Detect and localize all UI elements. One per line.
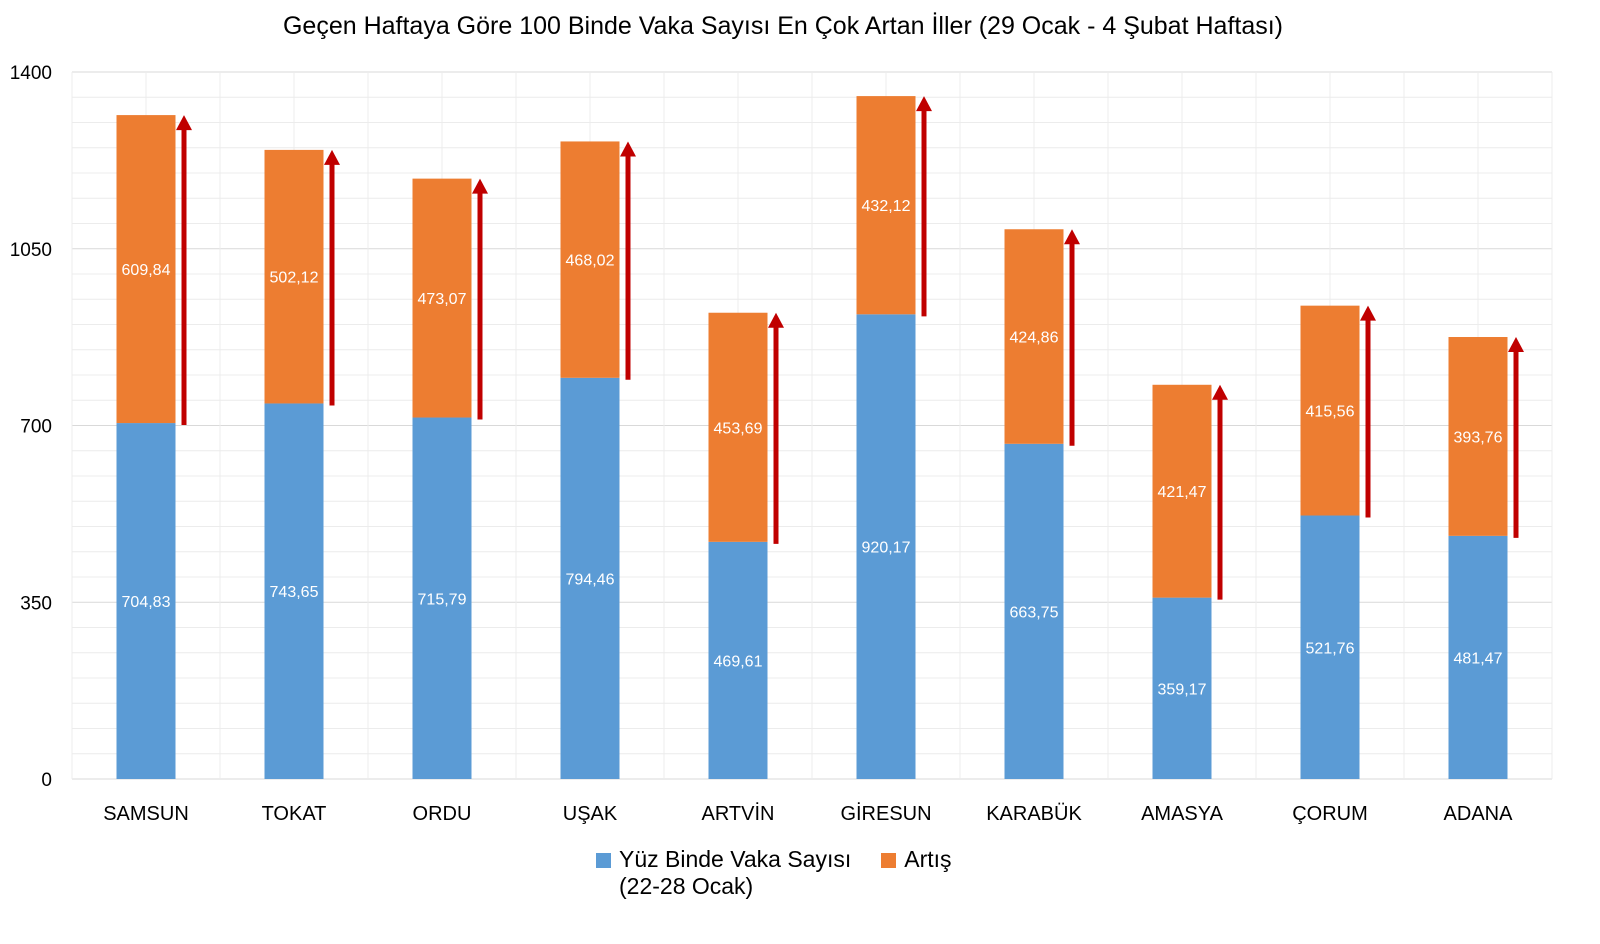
y-tick-label: 350 xyxy=(20,593,52,614)
bar-base-6 xyxy=(1004,443,1064,779)
bar-increase-6 xyxy=(1004,229,1064,444)
increase-arrow-head-icon xyxy=(324,149,340,165)
legend-item-increase: Artış xyxy=(881,846,952,900)
data-label-base: 715,79 xyxy=(418,591,467,608)
x-tick-label: ÇORUM xyxy=(1292,803,1368,825)
legend-item-base: Yüz Binde Vaka Sayısı (22-28 Ocak) xyxy=(596,846,851,900)
x-tick-label: ARTVİN xyxy=(702,802,775,825)
legend: Yüz Binde Vaka Sayısı (22-28 Ocak) Artış xyxy=(596,846,952,900)
x-tick-label: GİRESUN xyxy=(840,802,931,825)
data-label-increase: 468,02 xyxy=(566,253,615,270)
legend-swatch-blue xyxy=(596,853,611,868)
x-tick-label: ADANA xyxy=(1444,803,1514,825)
bar-base-0 xyxy=(116,423,176,779)
x-tick-label: UŞAK xyxy=(563,803,618,825)
data-label-increase: 502,12 xyxy=(270,270,319,287)
bar-base-3 xyxy=(560,377,620,779)
increase-arrow-head-icon xyxy=(620,141,636,157)
increase-arrow-head-icon xyxy=(472,178,488,194)
bar-increase-1 xyxy=(264,149,324,404)
data-label-increase: 609,84 xyxy=(122,262,171,279)
bar-base-2 xyxy=(412,417,472,779)
x-tick-label: TOKAT xyxy=(262,803,327,825)
bar-increase-8 xyxy=(1300,305,1360,516)
increase-arrow-head-icon xyxy=(768,312,784,328)
data-label-base: 521,76 xyxy=(1306,640,1355,657)
data-label-base: 359,17 xyxy=(1158,681,1207,698)
data-label-base: 469,61 xyxy=(714,653,763,670)
bar-base-7 xyxy=(1152,597,1212,779)
data-label-base: 920,17 xyxy=(862,540,911,557)
legend-label-base: Yüz Binde Vaka Sayısı xyxy=(619,846,852,872)
y-tick-label: 1050 xyxy=(10,240,52,261)
data-label-increase: 415,56 xyxy=(1306,404,1355,421)
data-label-increase: 421,47 xyxy=(1158,484,1207,501)
y-tick-label: 0 xyxy=(41,770,52,791)
data-label-base: 743,65 xyxy=(270,584,319,601)
bar-base-5 xyxy=(856,314,916,779)
y-tick-label: 700 xyxy=(20,417,52,438)
x-tick-label: AMASYA xyxy=(1141,803,1224,825)
increase-arrow-head-icon xyxy=(1360,305,1376,321)
increase-arrow-head-icon xyxy=(1064,229,1080,245)
x-tick-label: ORDU xyxy=(413,803,472,825)
bar-increase-5 xyxy=(856,96,916,315)
data-label-increase: 393,76 xyxy=(1454,429,1503,446)
data-label-increase: 432,12 xyxy=(862,198,911,215)
increase-arrow-head-icon xyxy=(1508,337,1524,353)
bar-increase-4 xyxy=(708,312,768,542)
bar-increase-2 xyxy=(412,178,472,418)
x-tick-label: KARABÜK xyxy=(986,803,1082,825)
data-label-base: 481,47 xyxy=(1454,650,1503,667)
bar-increase-0 xyxy=(116,115,176,424)
bar-base-8 xyxy=(1300,515,1360,779)
bar-increase-3 xyxy=(560,141,620,378)
legend-label-increase: Artış xyxy=(904,846,952,872)
bar-base-1 xyxy=(264,403,324,779)
y-tick-label: 1400 xyxy=(10,63,52,84)
data-label-increase: 453,69 xyxy=(714,420,763,437)
data-label-base: 663,75 xyxy=(1010,604,1059,621)
bar-base-9 xyxy=(1448,535,1508,779)
data-label-base: 794,46 xyxy=(566,571,615,588)
legend-swatch-orange xyxy=(881,853,897,868)
increase-arrow-head-icon xyxy=(1212,384,1228,400)
legend-label-base-period: (22-28 Ocak) xyxy=(619,873,754,899)
increase-arrow-head-icon xyxy=(916,96,932,112)
x-tick-label: SAMSUN xyxy=(103,803,189,825)
increase-arrow-head-icon xyxy=(176,115,192,131)
bar-increase-7 xyxy=(1152,384,1212,598)
chart-title: Geçen Haftaya Göre 100 Binde Vaka Sayısı… xyxy=(282,12,1284,40)
data-label-increase: 473,07 xyxy=(418,291,467,308)
bar-base-4 xyxy=(708,541,768,779)
bar-increase-9 xyxy=(1448,337,1508,536)
data-label-increase: 424,86 xyxy=(1010,330,1059,347)
data-label-base: 704,83 xyxy=(122,594,171,611)
